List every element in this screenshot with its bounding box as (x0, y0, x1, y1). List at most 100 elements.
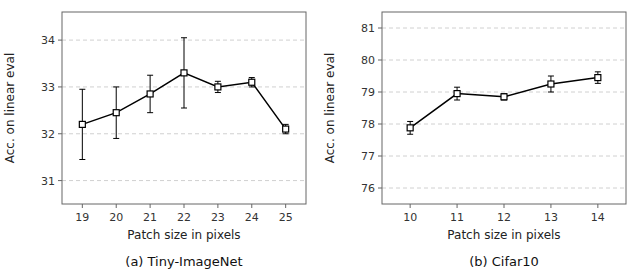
error-bar (113, 87, 119, 139)
tick-label: 76 (361, 182, 375, 195)
marker (113, 110, 119, 116)
caption: (b) Cifar10 (469, 254, 539, 269)
marker (595, 75, 601, 81)
tick-label: 78 (361, 118, 375, 131)
tick-label: 11 (450, 211, 464, 224)
tick-label: 14 (591, 211, 605, 224)
error-bar (79, 89, 85, 159)
tick-label: 10 (403, 211, 417, 224)
tick-mark (378, 28, 382, 29)
tick-label: 79 (361, 86, 375, 99)
error-cap (548, 92, 554, 93)
tick-label: 12 (497, 211, 511, 224)
error-bar (249, 78, 255, 87)
marker (249, 79, 255, 85)
error-cap (79, 159, 85, 160)
tick-label: 25 (279, 211, 293, 224)
grid-line (382, 124, 626, 125)
grid-line (382, 60, 626, 61)
error-cap (113, 86, 119, 87)
caption: (a) Tiny-ImageNet (125, 254, 242, 269)
panel: 3132333419202122232425Patch size in pixe… (3, 12, 306, 269)
chart-root: 3132333419202122232425Patch size in pixe… (0, 0, 640, 280)
error-cap (113, 138, 119, 139)
panel: 76 77 78 79 80 81 10 11 12 13 14 Patch size in pixe… (323, 12, 626, 269)
error-bar (283, 124, 289, 133)
tick-mark (217, 204, 218, 208)
tick-mark (378, 156, 382, 157)
grid-line (382, 28, 626, 29)
grid-line (62, 133, 306, 134)
y-axis-label: Acc. on linear eval (3, 53, 17, 164)
tick-mark (378, 60, 382, 61)
marker (454, 91, 460, 97)
tick-mark (285, 204, 286, 208)
data-area (407, 72, 601, 134)
tick-mark (550, 204, 551, 208)
tick-label: 23 (211, 211, 225, 224)
tick-label: 34 (41, 34, 55, 47)
error-bar (181, 38, 187, 108)
error-cap (147, 112, 153, 113)
error-bar (147, 75, 153, 112)
error-cap (249, 77, 255, 78)
tick-label: 31 (41, 175, 55, 188)
error-cap (147, 75, 153, 76)
tick-label: 81 (361, 22, 375, 35)
marker (79, 121, 85, 127)
tick-mark (457, 204, 458, 208)
grid-line (382, 156, 626, 157)
tick-mark (184, 204, 185, 208)
plot-frame (382, 12, 626, 204)
tick-label: 77 (361, 150, 375, 163)
tick-mark (58, 133, 62, 134)
tick-mark (150, 204, 151, 208)
series-line (410, 78, 598, 128)
tick-label: 24 (245, 211, 259, 224)
tick-label: 22 (177, 211, 191, 224)
y-axis-label: Acc. on linear eval (323, 53, 337, 164)
marker (407, 125, 413, 131)
error-cap (181, 108, 187, 109)
tick-label: 32 (41, 128, 55, 141)
tick-label: 21 (143, 211, 157, 224)
grid-line (382, 92, 626, 93)
marker (548, 81, 554, 87)
tick-mark (504, 204, 505, 208)
error-bar (501, 94, 507, 100)
x-axis-label: Patch size in pixels (127, 228, 240, 242)
tick-mark (378, 124, 382, 125)
grid-line (382, 188, 626, 189)
x-axis-label: Patch size in pixels (447, 228, 560, 242)
tick-mark (378, 188, 382, 189)
data-area (79, 38, 288, 160)
error-bar (595, 72, 601, 84)
tick-mark (58, 40, 62, 41)
tick-label: 13 (544, 211, 558, 224)
tick-mark (597, 204, 598, 208)
error-bar (454, 87, 460, 100)
error-bar (215, 81, 221, 92)
tick-mark (82, 204, 83, 208)
error-cap (595, 71, 601, 72)
error-cap (548, 76, 554, 77)
tick-mark (116, 204, 117, 208)
error-cap (283, 133, 289, 134)
marker (181, 70, 187, 76)
tick-mark (410, 204, 411, 208)
tick-mark (58, 86, 62, 87)
tick-mark (58, 180, 62, 181)
error-cap (215, 81, 221, 82)
marker (215, 84, 221, 90)
tick-mark (378, 92, 382, 93)
series-line (82, 73, 285, 129)
error-cap (181, 37, 187, 38)
tick-label: 80 (361, 54, 375, 67)
grid-line (62, 180, 306, 181)
marker (147, 91, 153, 97)
error-cap (215, 92, 221, 93)
error-cap (79, 89, 85, 90)
error-cap (249, 86, 255, 87)
error-cap (595, 83, 601, 84)
tick-label: 33 (41, 81, 55, 94)
